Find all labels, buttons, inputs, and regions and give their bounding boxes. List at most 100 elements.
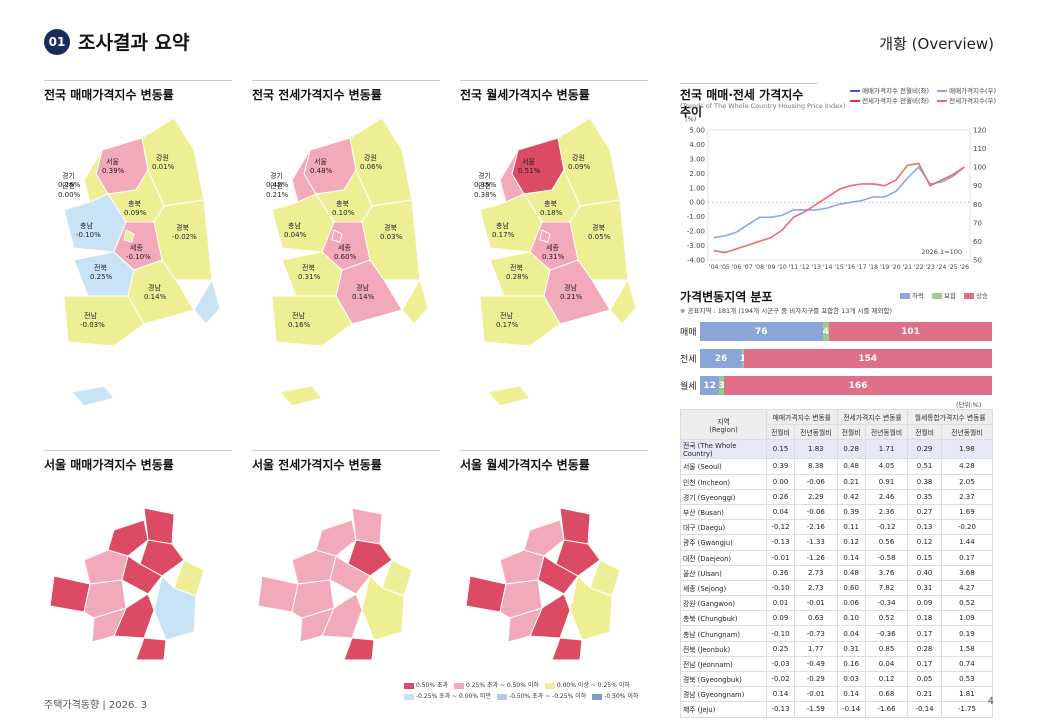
value-cell: 3.68 <box>940 564 994 581</box>
x-tick: '14 <box>823 264 833 271</box>
map-region-name: 인천 <box>478 181 491 190</box>
dist-seg-up: 154 <box>743 349 992 368</box>
value-cell: -0.12 <box>766 519 795 536</box>
x-tick: '05 <box>720 264 730 271</box>
value-cell: 0.01 <box>766 595 795 612</box>
table-row: 경남 (Gyeongnam) 0.14 -0.01 0.14 0.68 0.21 1.81 <box>680 686 994 703</box>
value-cell: 0.63 <box>793 610 838 627</box>
table-row: 강원 (Gangwon) 0.01 -0.01 0.06 -0.34 0.09 0.52 <box>680 595 994 612</box>
map-region-name: 경북 <box>592 223 605 232</box>
y-left-tick: 0.00 <box>689 199 705 207</box>
table-row: 전국 (The Whole Country) 0.15 1.83 0.28 1.71 0.… <box>680 439 994 460</box>
map-region-value: 0.03% <box>380 233 403 241</box>
value-cell: 0.12 <box>864 670 909 688</box>
value-cell: 0.10 <box>836 610 866 627</box>
value-cell: 0.14 <box>766 686 795 703</box>
value-cell: -1.75 <box>940 701 994 718</box>
seoul-district <box>139 539 185 577</box>
dist-seg-flat: 4 <box>822 322 830 341</box>
map-region <box>609 278 637 325</box>
value-cell: 1.44 <box>940 534 994 551</box>
map-region-name: 세종 <box>130 243 143 252</box>
map-region-value: 0.38% <box>474 191 497 199</box>
y-left-tick: 2.00 <box>689 170 705 178</box>
value-cell: 1.69 <box>940 503 994 521</box>
map-region-value: 0.14% <box>352 293 375 301</box>
y-right-tick: 110 <box>973 145 986 153</box>
value-cell: -0.01 <box>766 549 795 566</box>
table-row: 광주 (Gwangju) -0.13 -1.33 0.12 0.56 0.12 1.44 <box>680 534 994 551</box>
seoul-map-rent <box>465 507 621 661</box>
seoul-district <box>499 549 545 585</box>
map-title-seoul-jeonse: 서울 전세가격지수 변동률 <box>252 450 440 473</box>
value-cell: 0.18 <box>907 610 942 627</box>
x-tick: '24 <box>937 264 947 271</box>
region-cell: 전국 (The Whole Country) <box>680 439 767 460</box>
trend-note: 2026.1=100 <box>921 248 962 256</box>
value-cell: 0.14 <box>836 686 866 703</box>
col-rent: 월세통합가격지수 변동률 <box>907 408 993 426</box>
map-region-name: 세종 <box>546 243 559 252</box>
map-region-name: 전남 <box>500 311 513 320</box>
value-cell: 1.98 <box>940 439 994 460</box>
map-region-name: 서울 <box>522 157 535 166</box>
trend-unit: (%) <box>685 115 697 123</box>
seoul-district <box>91 607 127 643</box>
seoul-district <box>465 575 507 613</box>
series-line-1 <box>713 162 965 254</box>
value-cell: 0.40 <box>907 564 942 581</box>
map-region-value: -0.03% <box>80 321 105 329</box>
value-cell: 0.28 <box>907 640 942 657</box>
dist-row: 전세261154 <box>680 349 992 368</box>
table-row: 전남 (Jeonnam) -0.03 -0.49 0.16 0.04 0.17 0.74 <box>680 655 994 673</box>
value-cell: -1.26 <box>793 549 838 566</box>
value-cell: -0.14 <box>907 701 942 718</box>
x-tick: '18 <box>868 264 878 271</box>
y-left-tick: -2.00 <box>687 228 705 236</box>
value-cell: -0.06 <box>793 473 838 490</box>
region-cell: 서울 (Seoul) <box>680 458 767 475</box>
dist-seg-up: 101 <box>829 322 992 341</box>
map-region-value: 0.17% <box>496 321 519 329</box>
map-region-value: 0.05% <box>588 233 611 241</box>
seoul-district <box>329 555 371 595</box>
legend-high: 0.50% 초과 <box>404 680 448 689</box>
subcol-4: 전월비 <box>907 424 942 441</box>
seoul-district <box>507 607 543 643</box>
map-region-name: 인천 <box>270 181 283 190</box>
table-row: 세종 (Sejong) -0.10 2.73 0.60 7.82 0.31 4.27 <box>680 579 994 597</box>
value-cell: 0.15 <box>766 439 795 460</box>
map-region-value: 0.25% <box>90 273 113 281</box>
map-region <box>499 149 525 203</box>
section-header: 01 조사결과 요약 <box>44 28 190 55</box>
value-cell: -1.66 <box>864 701 909 718</box>
value-cell: 0.56 <box>864 534 909 551</box>
map-region-value: 0.04% <box>284 231 307 239</box>
table-row: 서울 (Seoul) 0.39 8.38 0.48 4.05 0.51 4.28 <box>680 458 994 475</box>
value-cell: 0.39 <box>766 458 795 475</box>
value-cell: 0.09 <box>766 610 795 627</box>
map-region-name: 충북 <box>336 199 349 208</box>
value-cell: -0.12 <box>864 519 909 536</box>
map-region <box>63 295 145 347</box>
value-cell: 0.04 <box>766 503 795 521</box>
region-cell: 충남 (Chungnam) <box>680 625 767 642</box>
map-legend: 0.50% 초과 0.25% 초과 ~ 0.50% 이하 0.00% 이상 ~ … <box>404 680 638 702</box>
seoul-district <box>121 555 163 595</box>
trend-chart: 5.00 4.00 3.00 2.00 1.00 0.00 -1.00 -2.00 -3.00 -… <box>687 127 987 272</box>
map-region-value: 0.16% <box>288 321 311 329</box>
value-cell: 0.60 <box>836 579 866 597</box>
map-region <box>487 385 531 407</box>
y-right-tick: 90 <box>973 182 982 190</box>
seoul-district <box>343 637 375 661</box>
dist-seg-up: 166 <box>724 376 992 395</box>
map-region-name: 전북 <box>510 263 523 272</box>
subcol-0: 전월비 <box>766 424 795 441</box>
value-cell: 0.48 <box>836 564 866 581</box>
value-cell: 0.17 <box>907 655 942 673</box>
map-region-value: 0.31% <box>542 253 565 261</box>
y-left-tick: 5.00 <box>689 127 705 135</box>
value-cell: 0.27 <box>907 503 942 521</box>
table-row: 경북 (Gyeongbuk) -0.02 -0.29 0.03 0.12 0.05 0.53 <box>680 670 994 688</box>
table-row: 울산 (Ulsan) 0.36 2.73 0.48 3.76 0.40 3.68 <box>680 564 994 581</box>
